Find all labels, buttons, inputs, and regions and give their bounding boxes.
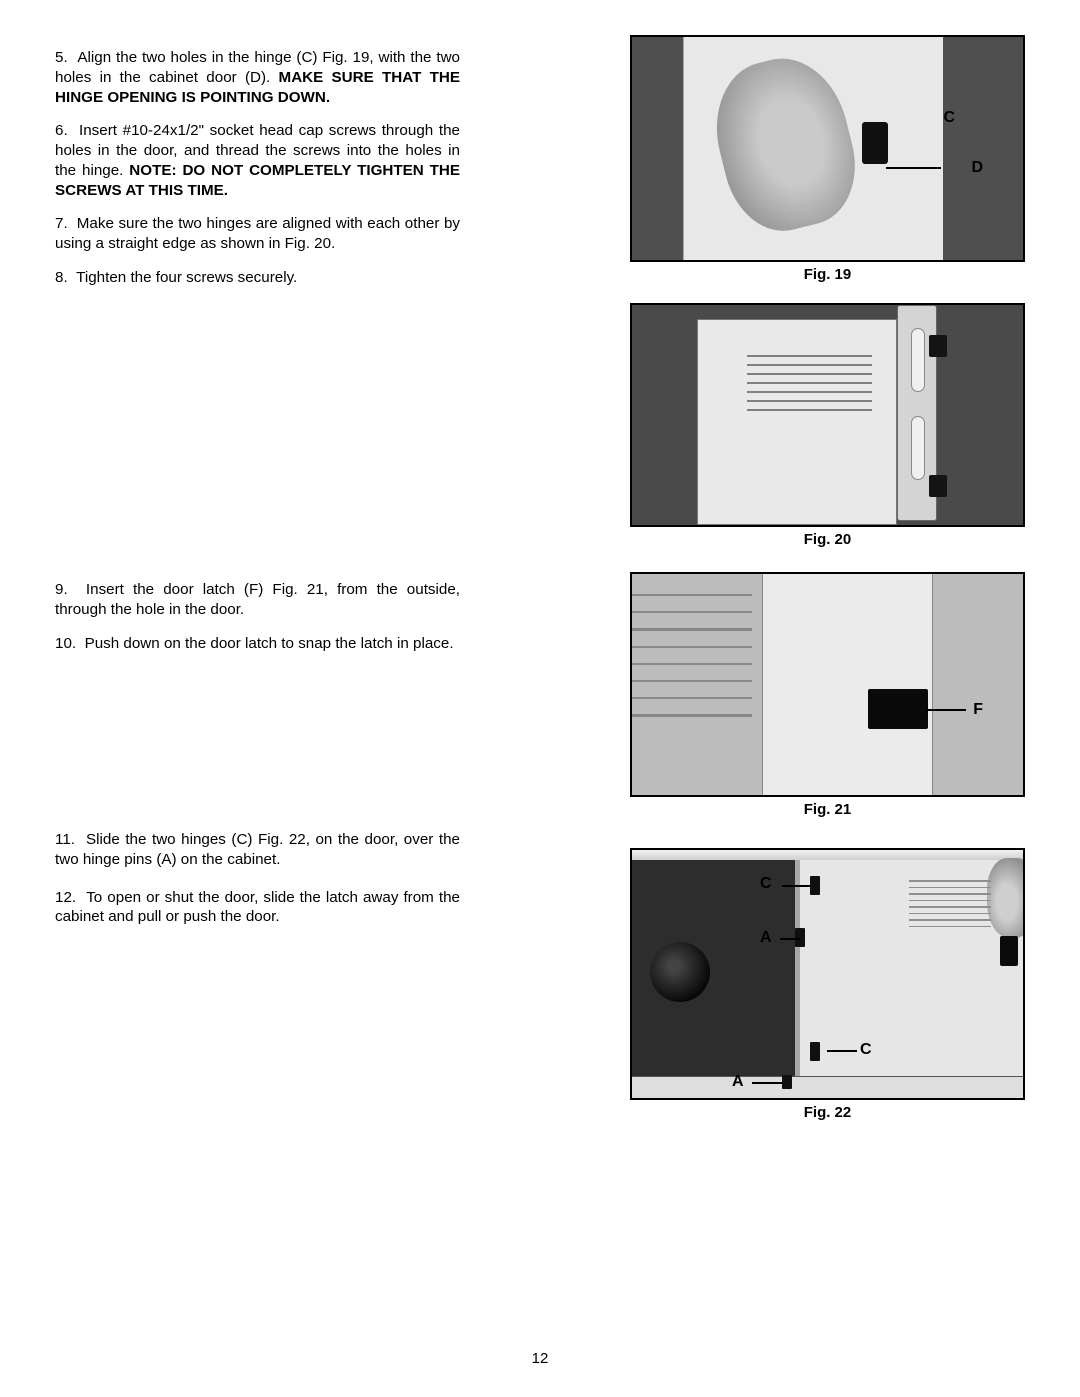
fig19-label-d: D [971, 159, 983, 177]
fig22-label-a1: A [760, 929, 772, 947]
figure-21-container: F Fig. 21 [630, 572, 1025, 818]
fig21-label-f: F [973, 701, 983, 719]
fig22-label-c1: C [760, 875, 772, 893]
step-10: 10. Push down on the door latch to snap … [55, 634, 460, 654]
figure-20 [630, 303, 1025, 527]
fig21-caption: Fig. 21 [630, 801, 1025, 818]
step-9: 9. Insert the door latch (F) Fig. 21, fr… [55, 580, 460, 620]
instruction-block-c: 11. Slide the two hinges (C) Fig. 22, on… [55, 830, 460, 927]
fig22-label-a2: A [732, 1073, 744, 1091]
figure-19-container: C D Fig. 19 [630, 35, 1025, 283]
step-5: 5. Align the two holes in the hinge (C) … [55, 48, 460, 107]
step-12: 12. To open or shut the door, slide the … [55, 888, 460, 928]
instruction-block-b: 9. Insert the door latch (F) Fig. 21, fr… [55, 580, 460, 653]
figure-19: C D [630, 35, 1025, 262]
figure-21: F [630, 572, 1025, 797]
fig19-caption: Fig. 19 [630, 266, 1025, 283]
fig22-label-c2: C [860, 1041, 872, 1059]
page-number: 12 [0, 1350, 1080, 1367]
figure-20-container: Fig. 20 [630, 303, 1025, 548]
step-11: 11. Slide the two hinges (C) Fig. 22, on… [55, 830, 460, 870]
fig20-caption: Fig. 20 [630, 531, 1025, 548]
step-8: 8. Tighten the four screws securely. [55, 268, 460, 288]
instruction-block-a: 5. Align the two holes in the hinge (C) … [55, 48, 460, 288]
figure-22: C A C A [630, 848, 1025, 1100]
manual-page: 5. Align the two holes in the hinge (C) … [0, 0, 1080, 1397]
fig22-caption: Fig. 22 [630, 1104, 1025, 1121]
step-6: 6. Insert #10-24x1/2" socket head cap sc… [55, 121, 460, 200]
step-7: 7. Make sure the two hinges are aligned … [55, 214, 460, 254]
figure-22-container: C A C A Fig. 22 [630, 848, 1025, 1121]
fig19-label-c: C [943, 109, 955, 127]
